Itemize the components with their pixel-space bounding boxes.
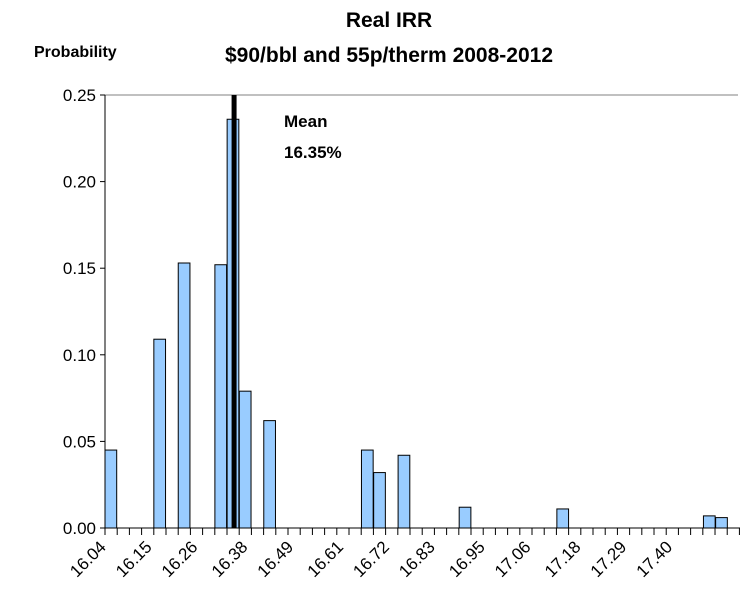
bar-3: [214, 264, 228, 529]
bar-8: [373, 472, 386, 529]
x-tick-label-0: 16.04: [66, 537, 110, 581]
x-tick-label-8: 16.95: [445, 537, 489, 581]
y-tick-label-2: 0.10: [63, 346, 96, 365]
mean-annotation-label: Mean: [284, 112, 327, 131]
x-tick-label-2: 16.26: [158, 537, 202, 581]
bar-6: [263, 420, 276, 529]
bar-9: [397, 454, 411, 529]
x-tick-label-12: 17.40: [633, 537, 677, 581]
x-tick-label-5: 16.61: [304, 537, 348, 581]
y-tick-label-3: 0.15: [63, 259, 96, 278]
mean-annotation-value: 16.35%: [284, 143, 342, 162]
x-tick-label-1: 16.15: [112, 537, 156, 581]
bar-0: [104, 449, 118, 529]
x-tick-label-10: 17.18: [541, 537, 585, 581]
x-tick-label-9: 17.06: [491, 537, 535, 581]
bars-group: [104, 118, 728, 529]
bar-2: [177, 262, 191, 529]
y-tick-label-0: 0.00: [63, 519, 96, 538]
x-tick-label-7: 16.83: [395, 537, 439, 581]
y-tick-label-1: 0.05: [63, 432, 96, 451]
x-tick-label-6: 16.72: [349, 537, 393, 581]
bar-13: [715, 517, 728, 529]
bar-1: [153, 338, 167, 529]
x-tick-label-4: 16.49: [254, 537, 298, 581]
bar-7: [360, 449, 374, 529]
y-axis-label: Probability: [34, 44, 117, 61]
bar-10: [458, 506, 472, 529]
x-tick-label-11: 17.29: [587, 537, 631, 581]
bar-5: [238, 390, 252, 529]
bar-12: [702, 515, 716, 529]
y-tick-label-5: 0.25: [63, 86, 96, 105]
bar-11: [556, 508, 570, 529]
x-tick-label-3: 16.38: [208, 537, 252, 581]
chart-title: Real IRR: [346, 9, 432, 32]
chart-subtitle: $90/bbl and 55p/therm 2008-2012: [225, 44, 553, 67]
y-tick-label-4: 0.20: [63, 173, 96, 192]
